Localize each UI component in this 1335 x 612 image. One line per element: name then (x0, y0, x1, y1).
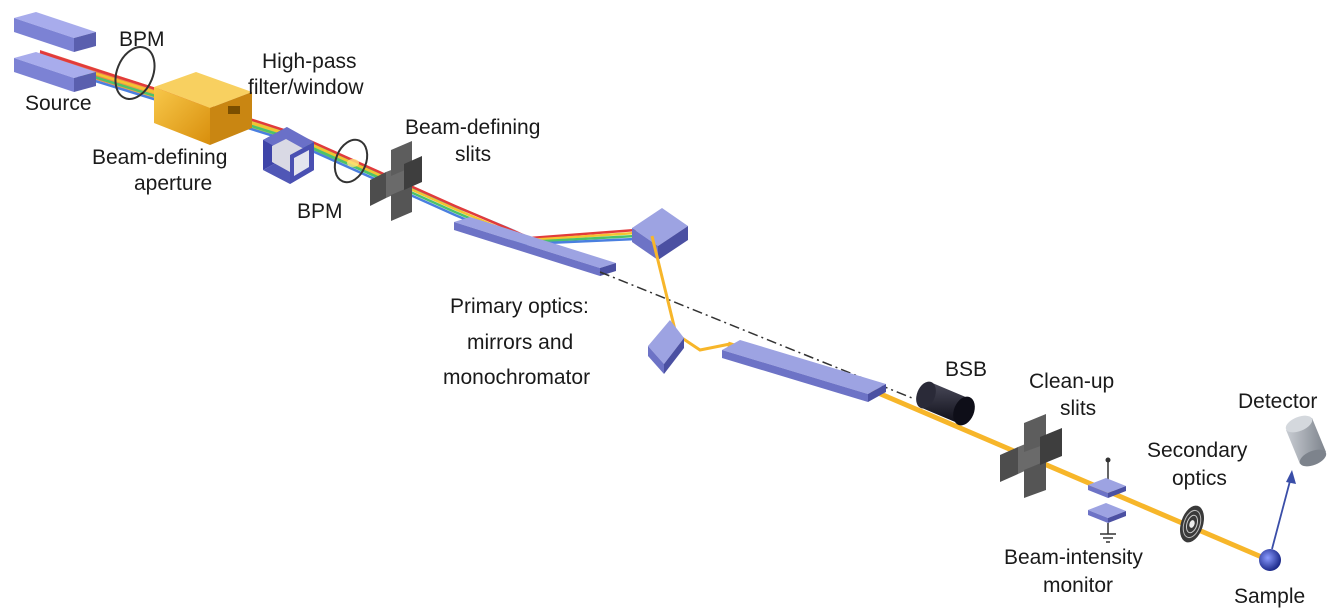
cleanup-slits (1000, 414, 1062, 498)
label-cleanup-1: Clean-up (1029, 370, 1114, 393)
label-aperture-1: Beam-defining (92, 146, 227, 169)
label-bpm-bottom: BPM (297, 200, 343, 223)
label-sample: Sample (1234, 585, 1305, 608)
label-primary-optics-1: Primary optics: (450, 295, 589, 318)
beam-intensity-monitor (1088, 458, 1126, 543)
label-detector: Detector (1238, 390, 1317, 413)
label-slits-1: Beam-defining (405, 116, 540, 139)
beam-defining-slits (370, 141, 422, 221)
monochromator-crystal-1 (632, 208, 688, 260)
label-bsb: BSB (945, 358, 987, 381)
source-magnets (14, 12, 96, 92)
label-high-pass-1: High-pass (262, 50, 357, 73)
primary-mirror-1 (454, 217, 616, 276)
label-aperture-2: aperture (134, 172, 212, 195)
label-primary-optics-2: mirrors and (467, 331, 573, 354)
label-secondary-1: Secondary (1147, 439, 1248, 462)
label-beam-intensity-1: Beam-intensity (1004, 546, 1143, 569)
label-bpm-top: BPM (119, 28, 165, 51)
label-beam-intensity-2: monitor (1043, 574, 1113, 597)
label-slits-2: slits (455, 143, 491, 166)
scattered-ray-arrow (1272, 470, 1296, 549)
monochromator-crystal-2 (648, 320, 684, 374)
label-secondary-2: optics (1172, 467, 1227, 490)
sample-sphere (1259, 549, 1281, 571)
beam-defining-aperture-box (154, 72, 252, 145)
primary-mirror-2 (722, 340, 886, 402)
label-source: Source (25, 92, 92, 115)
label-cleanup-2: slits (1060, 397, 1096, 420)
detector-unit (1283, 412, 1328, 469)
label-high-pass-2: filter/window (248, 76, 364, 99)
label-primary-optics-3: monochromator (443, 366, 590, 389)
